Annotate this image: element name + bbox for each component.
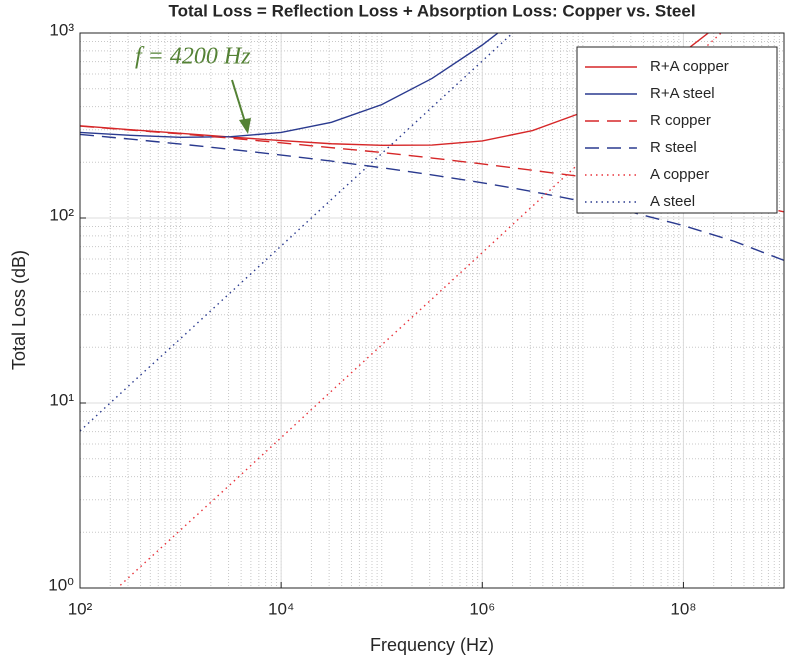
y-tick-label: 10³	[49, 20, 74, 39]
x-tick-label: 10⁶	[469, 599, 495, 618]
y-tick-label: 10⁰	[48, 575, 74, 594]
x-tick-label: 10⁸	[670, 599, 696, 618]
series-line	[80, 33, 500, 139]
legend-label: A copper	[650, 166, 709, 183]
grid	[79, 32, 784, 589]
y-axis-label: Total Loss (dB)	[9, 250, 29, 370]
legend: R+A copper R+A steel R copper R steel A copp…	[576, 46, 778, 214]
x-axis-label: Frequency (Hz)	[370, 635, 494, 655]
series-line	[80, 125, 784, 213]
annotation: f = 4200 Hz	[135, 44, 251, 70]
x-tick-label: 10⁴	[268, 599, 294, 618]
annotation-arrow	[231, 79, 251, 134]
lines	[80, 33, 784, 588]
series-line	[80, 133, 784, 262]
legend-label: A steel	[650, 193, 695, 210]
legend-box	[576, 46, 778, 214]
series-line	[80, 33, 514, 432]
x-tick-label: 10²	[68, 599, 93, 618]
legend-label: R steel	[650, 139, 697, 156]
axes-box	[79, 32, 785, 589]
legend-label: R+A steel	[650, 85, 715, 102]
y-tick-label: 10¹	[49, 390, 74, 409]
chart-title: Total Loss = Reflection Loss + Absorptio…	[168, 1, 695, 20]
y-tick-label: 10²	[49, 205, 74, 224]
ticks: 10² 10⁴ 10⁶ 10⁸ 10⁰ 10¹ 10² 10³	[48, 20, 696, 618]
legend-label: R copper	[650, 112, 711, 129]
legend-label: R+A copper	[650, 58, 729, 75]
